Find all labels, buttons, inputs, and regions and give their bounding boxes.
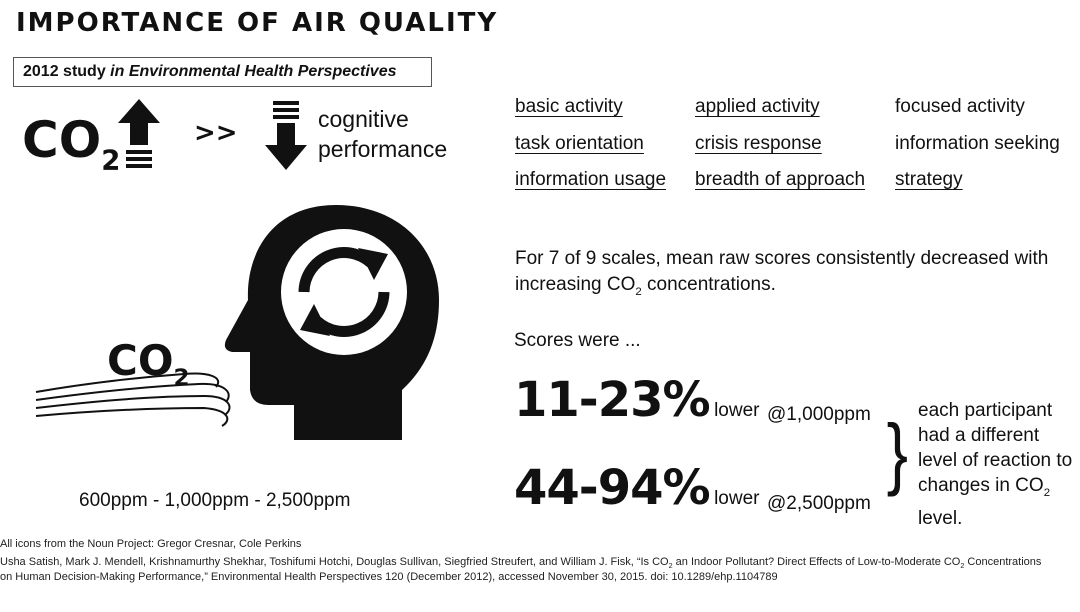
ppm-range: 600ppm - 1,000ppm - 2,500ppm	[79, 490, 351, 511]
finding-part2: concentrations.	[641, 274, 776, 295]
citation-sub-a: 2	[668, 562, 673, 571]
co2-label-main: CO	[22, 111, 102, 169]
scale-item[interactable]: basic activity	[515, 96, 623, 117]
co2-label: CO2	[22, 110, 120, 190]
arrow-down-icon	[265, 101, 307, 170]
scores-were-label: Scores were ...	[514, 330, 641, 351]
finding-text: For 7 of 9 scales, mean raw scores consi…	[515, 246, 1080, 305]
citation-sub-b: 2	[960, 562, 965, 571]
study-box: 2012 study in Environmental Health Persp…	[13, 57, 432, 87]
result-percent: 11-23%	[514, 372, 711, 428]
scale-item[interactable]: information usage	[515, 169, 667, 190]
citation-line2: on Human Decision-Making Performance,” E…	[0, 571, 778, 583]
result-lower: lower	[714, 400, 760, 421]
co2-head-label: CO2	[107, 336, 190, 403]
study-year: 2012 study	[23, 63, 106, 80]
citation-part-c: Concentrations	[964, 556, 1042, 568]
scale-item: focused activity	[895, 96, 1025, 117]
participant-note: each participant had a different level o…	[918, 398, 1080, 531]
result-percent: 44-94%	[514, 460, 711, 516]
result-row: 44-94% lower	[514, 460, 759, 516]
scale-item[interactable]: applied activity	[695, 96, 820, 117]
note-sub: 2	[1043, 486, 1051, 499]
co2-head-main: CO	[107, 336, 174, 385]
scale-item[interactable]: strategy	[895, 169, 963, 190]
result-level: @2,500ppm	[767, 493, 871, 514]
head-icon	[224, 205, 439, 440]
cognitive-line1: cognitive	[318, 106, 409, 132]
scale-item[interactable]: task orientation	[515, 133, 644, 154]
icons-credit: All icons from the Noun Project: Gregor …	[0, 538, 302, 550]
page-title: IMPORTANCE OF AIR QUALITY	[16, 8, 499, 38]
wind-icon	[35, 372, 231, 427]
finding-sub: 2	[635, 285, 642, 298]
scale-item: information seeking	[895, 133, 1060, 154]
co2-label-sub: 2	[101, 144, 121, 177]
note-part2: level.	[918, 507, 963, 529]
result-level: @1,000ppm	[767, 404, 871, 425]
arrow-up-icon	[118, 99, 160, 168]
study-journal: in Environmental Health Perspectives	[110, 63, 397, 80]
relation-symbol: >>	[194, 118, 238, 148]
scale-item[interactable]: breadth of approach	[695, 169, 866, 190]
co2-head-sub: 2	[173, 365, 190, 392]
cognitive-line2: performance	[318, 136, 448, 162]
scale-item[interactable]: crisis response	[695, 133, 822, 154]
citation-part-a: Usha Satish, Mark J. Mendell, Krishnamur…	[0, 556, 669, 568]
note-part1: each participant had a different level o…	[918, 400, 1073, 496]
citation-line1: Usha Satish, Mark J. Mendell, Krishnamur…	[0, 556, 1041, 570]
finding-part1: For 7 of 9 scales, mean raw scores consi…	[515, 248, 1049, 295]
result-row: 11-23% lower	[514, 372, 759, 428]
cognitive-performance-label: cognitive performance	[318, 104, 447, 164]
brace-symbol: }	[886, 408, 909, 497]
citation-part-b: an Indoor Pollutant? Direct Effects of L…	[672, 556, 961, 568]
result-lower: lower	[714, 488, 760, 509]
